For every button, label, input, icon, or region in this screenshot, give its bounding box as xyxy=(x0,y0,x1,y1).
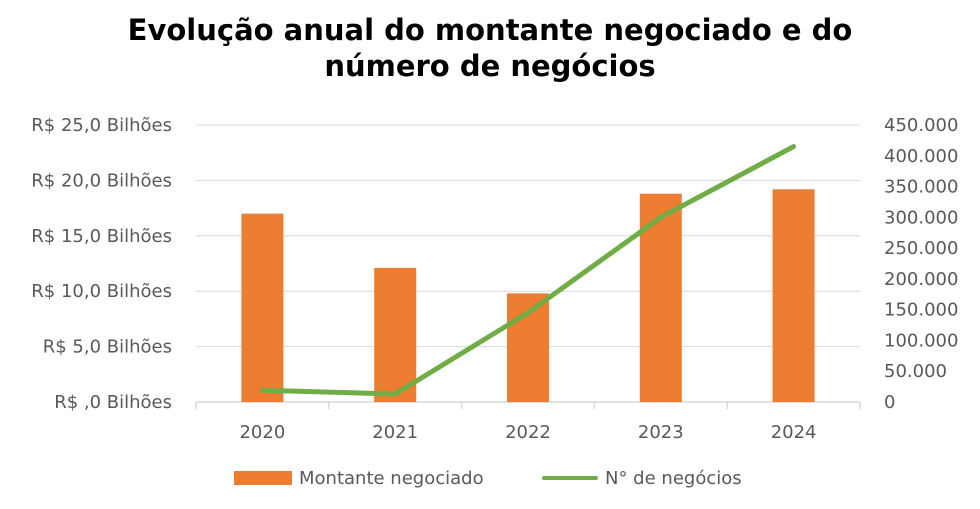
bar xyxy=(374,267,417,402)
x-tick-label: 2021 xyxy=(372,422,418,443)
legend: Montante negociado N° de negócios xyxy=(0,466,980,490)
bar xyxy=(241,213,284,402)
y-right-tick-label: 400.000 xyxy=(884,146,958,167)
legend-label-montante: Montante negociado xyxy=(299,467,484,489)
y-left-tick-label: R$ 10,0 Bilhões xyxy=(31,281,172,302)
line-point xyxy=(792,145,795,148)
y-right-tick-label: 100.000 xyxy=(884,330,958,351)
legend-swatch-line xyxy=(542,476,598,480)
chart-title-line2: número de negócios xyxy=(324,49,656,83)
chart-title-line1: Evolução anual do montante negociado e d… xyxy=(127,13,853,47)
legend-item-negocios: N° de negócios xyxy=(542,466,742,490)
line-point xyxy=(394,392,397,395)
y-right-tick-label: 300.000 xyxy=(884,207,958,228)
x-tick-label: 2024 xyxy=(771,422,817,443)
legend-item-montante: Montante negociado xyxy=(234,466,484,490)
x-tick-label: 2020 xyxy=(239,422,285,443)
y-left-tick-label: R$ 25,0 Bilhões xyxy=(31,115,172,136)
y-right-tick-label: 350.000 xyxy=(884,177,958,198)
y-right-tick-label: 0 xyxy=(884,392,895,413)
y-right-tick-label: 250.000 xyxy=(884,238,958,259)
y-right-tick-label: 450.000 xyxy=(884,115,958,136)
y-right-tick-label: 200.000 xyxy=(884,269,958,290)
line-point xyxy=(527,311,529,314)
y-left-tick-label: R$ 20,0 Bilhões xyxy=(31,170,172,191)
x-tick-label: 2022 xyxy=(505,422,551,443)
bar xyxy=(772,189,815,402)
legend-label-negocios: N° de negócios xyxy=(605,467,742,489)
y-left-tick-label: R$ 15,0 Bilhões xyxy=(31,226,172,247)
legend-swatch-bar xyxy=(234,471,292,485)
y-left-tick-label: R$ 5,0 Bilhões xyxy=(43,337,172,358)
y-right-tick-label: 150.000 xyxy=(884,300,958,321)
y-left-tick-label: R$ ,0 Bilhões xyxy=(54,392,172,413)
chart-title: Evolução anual do montante negociado e d… xyxy=(0,12,980,84)
x-tick-label: 2023 xyxy=(638,422,684,443)
y-right-tick-label: 50.000 xyxy=(884,361,947,382)
line-point xyxy=(261,389,264,392)
line-point xyxy=(659,216,662,219)
